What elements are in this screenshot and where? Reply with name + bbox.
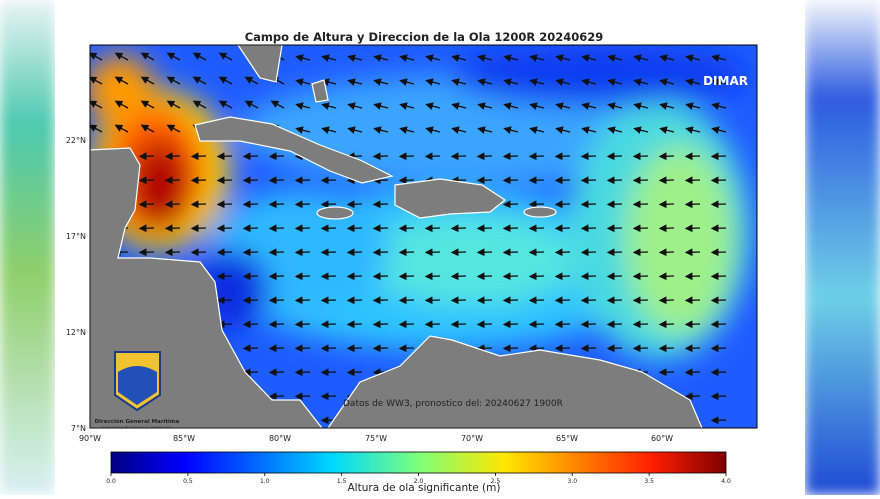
colorbar-tick-label: 1.5 (337, 478, 347, 485)
lat-label: 7°N (71, 424, 86, 433)
lon-label: 70°W (461, 434, 483, 443)
map: DIMAR Datos de WW3, pronostico del: 2024… (85, 45, 757, 431)
lon-label: 80°W (269, 434, 291, 443)
lon-label: 60°W (651, 434, 673, 443)
lon-label: 65°W (556, 434, 578, 443)
side-blur (0, 0, 55, 495)
lat-label: 22°N (66, 136, 86, 145)
lat-label: 17°N (66, 232, 86, 241)
title: Campo de Altura y Direccion de la Ola 12… (245, 30, 604, 44)
colorbar-tick-label: 3.0 (567, 478, 577, 485)
colorbar-tick-label: 3.5 (644, 478, 654, 485)
lon-label: 90°W (79, 434, 101, 443)
logo-name: Dirección General Marítima (95, 418, 180, 425)
lon-label: 75°W (365, 434, 387, 443)
colorbar-label: Altura de ola significante (m) (348, 482, 501, 494)
colorbar-tick-label: 0.5 (183, 478, 193, 485)
colorbar (111, 452, 726, 473)
note: Datos de WW3, pronostico del: 20240627 1… (343, 399, 563, 409)
side-blur (805, 0, 880, 495)
brand: DIMAR (703, 74, 748, 88)
lat-label: 12°N (66, 328, 86, 337)
colorbar-tick-label: 1.0 (260, 478, 270, 485)
colorbar-tick-label: 4.0 (721, 478, 731, 485)
lon-label: 85°W (173, 434, 195, 443)
colorbar-tick-label: 0.0 (106, 478, 116, 485)
